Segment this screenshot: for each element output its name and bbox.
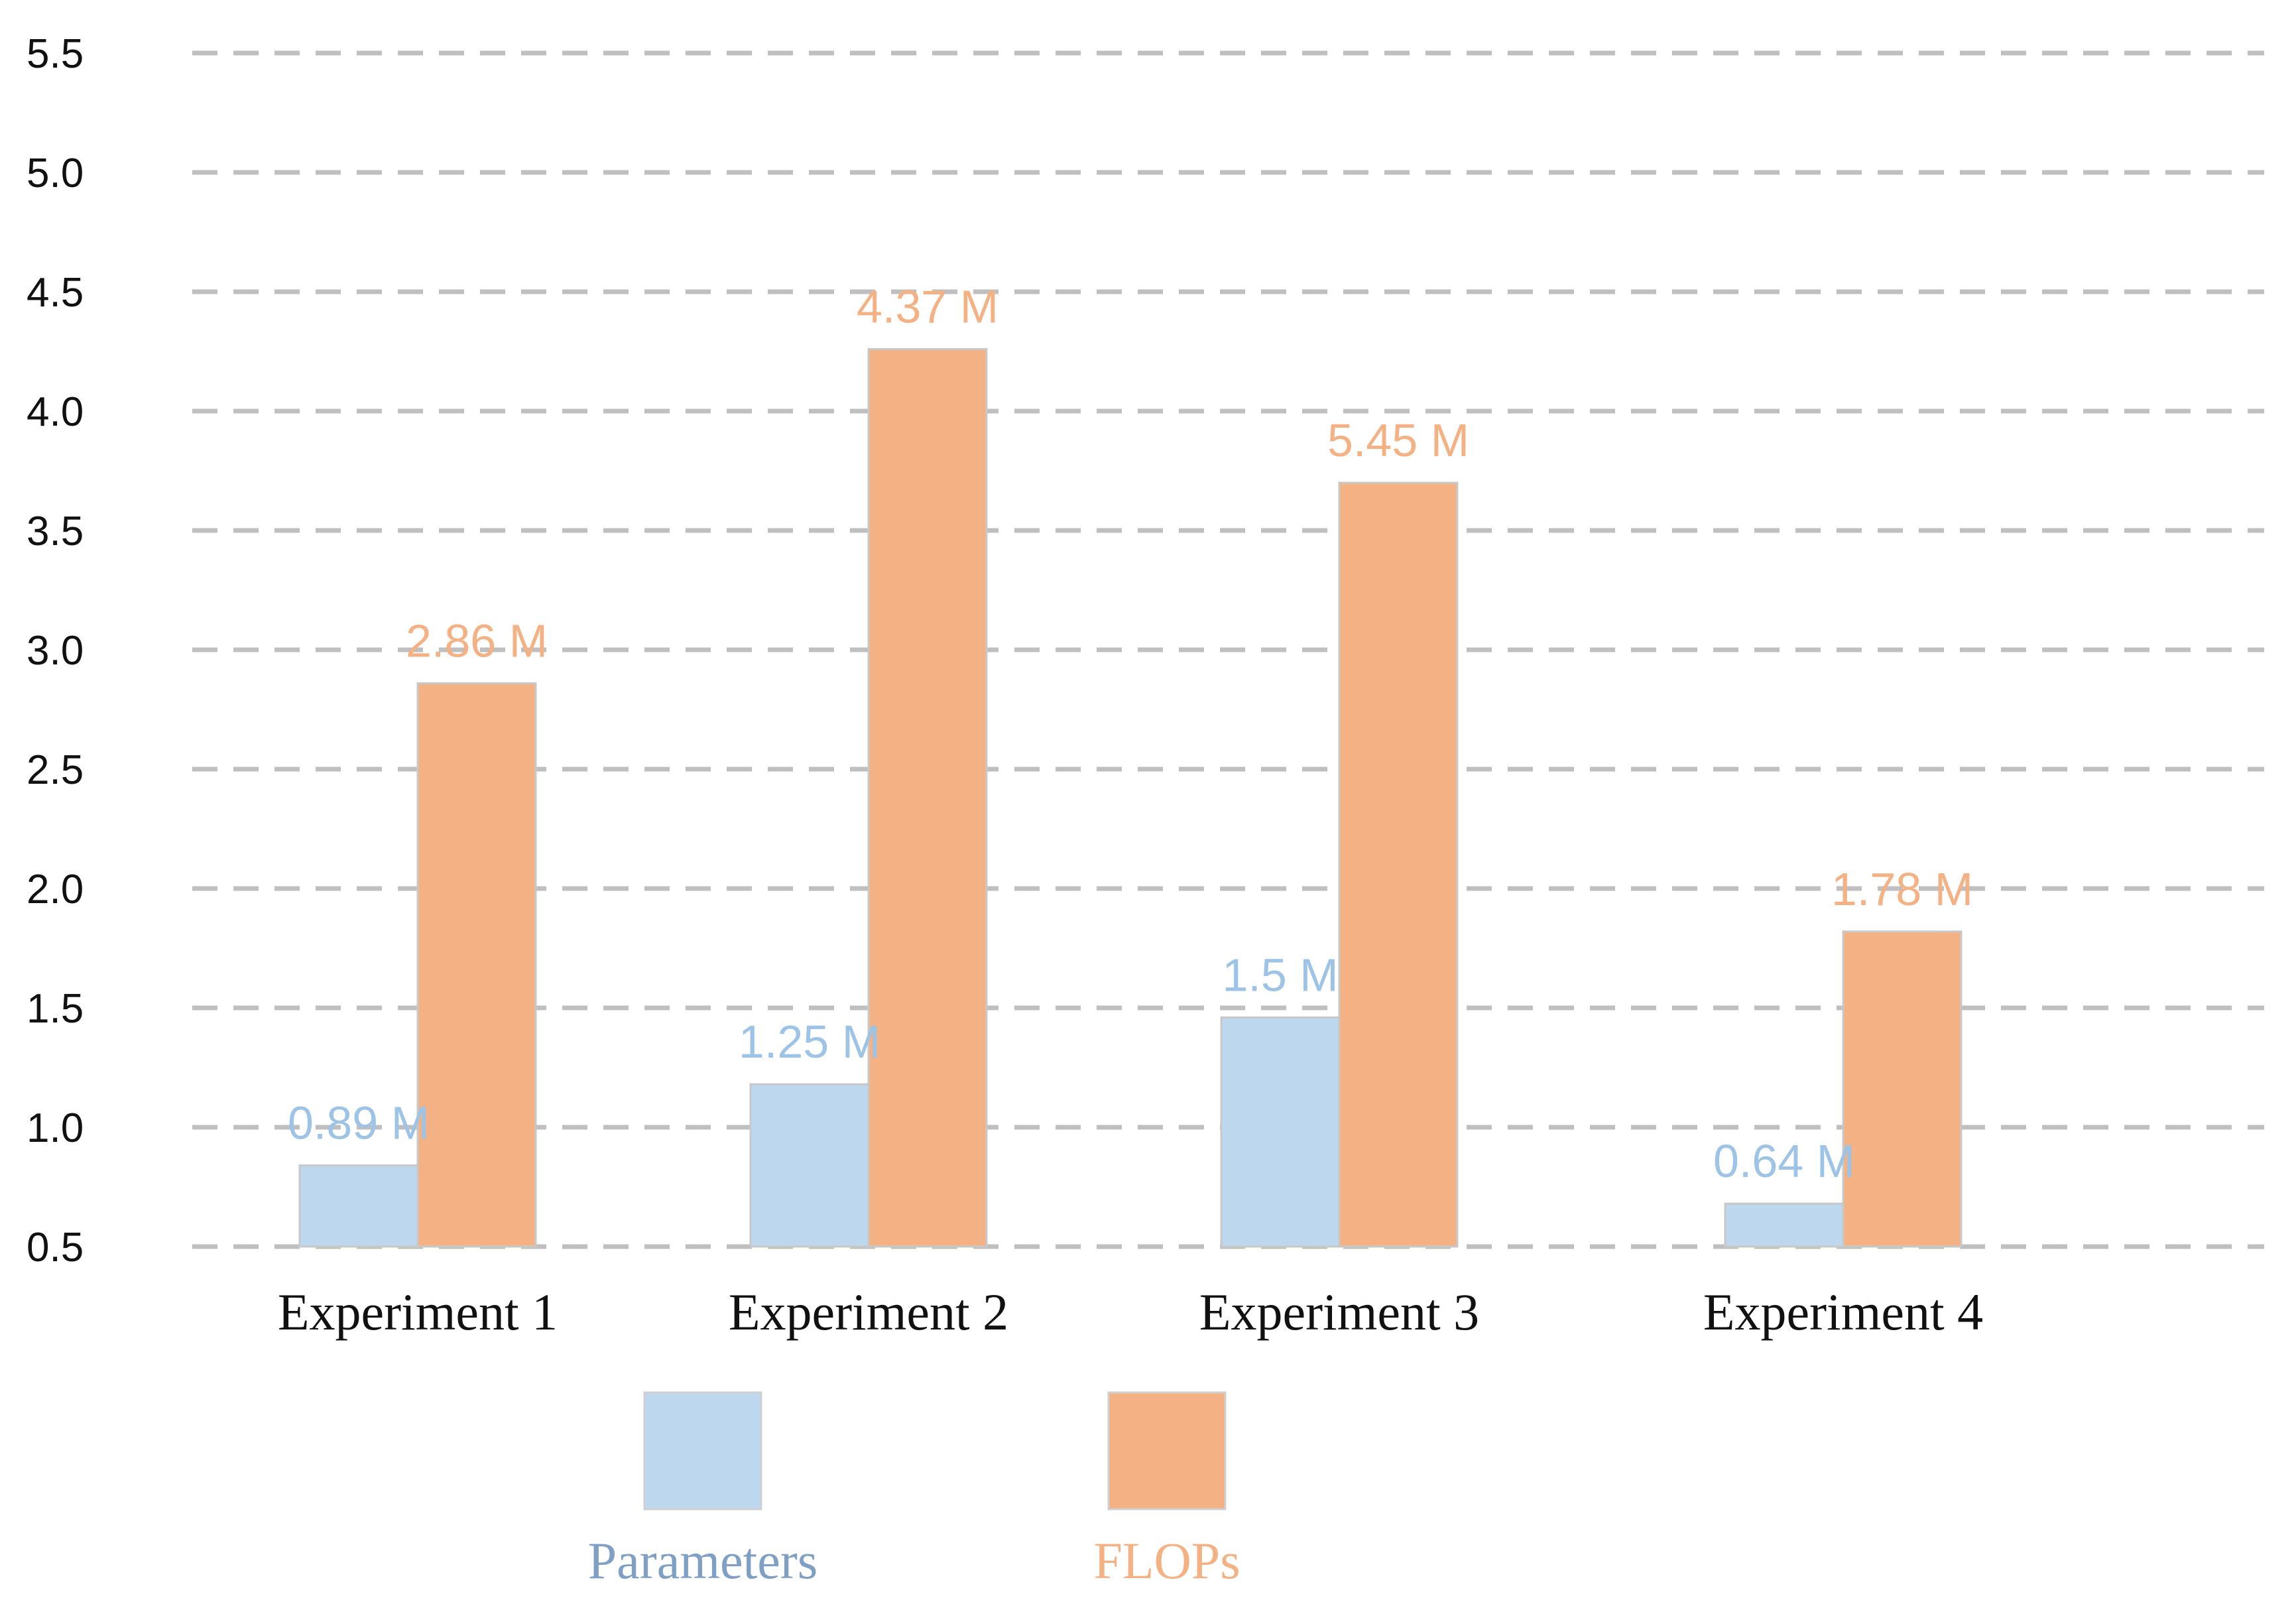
y-tick-label: 2.5	[27, 747, 84, 793]
bar-parameters	[1724, 1202, 1844, 1248]
legend-swatch-parameters	[643, 1391, 762, 1511]
legend-swatch-flops	[1107, 1391, 1227, 1511]
data-label-flops: 2.86 M	[406, 615, 548, 666]
y-tick-label: 1.0	[27, 1105, 84, 1151]
y-tick-label: 3.0	[27, 628, 84, 674]
y-tick-label: 5.5	[27, 31, 84, 77]
data-label-flops: 4.37 M	[857, 280, 998, 332]
x-category-label: Experiment 1	[278, 1283, 558, 1341]
data-label-parameters: 1.5 M	[1222, 949, 1338, 1001]
bar-parameters	[1220, 1016, 1341, 1248]
data-label-parameters: 1.25 M	[739, 1016, 880, 1068]
data-label-parameters: 0.64 M	[1713, 1135, 1855, 1187]
y-tick-label: 0.5	[27, 1225, 84, 1270]
x-category-label: Experiment 3	[1199, 1283, 1479, 1341]
x-category-label: Experiment 4	[1703, 1283, 1983, 1341]
y-tick-label: 1.5	[27, 986, 84, 1032]
data-label-parameters: 0.89 M	[288, 1097, 430, 1149]
legend-label-flops: FLOPs	[1093, 1532, 1240, 1589]
bar-parameters	[298, 1164, 419, 1248]
y-tick-label: 2.0	[27, 867, 84, 912]
bar-flops	[1338, 481, 1459, 1248]
y-tick-label: 4.5	[27, 270, 84, 316]
bar-flops	[867, 347, 988, 1248]
bar-flops	[1842, 930, 1963, 1248]
bar-parameters	[749, 1083, 870, 1248]
y-tick-label: 4.0	[27, 389, 84, 435]
data-label-flops: 5.45 M	[1327, 414, 1469, 466]
y-tick-label: 3.5	[27, 509, 84, 554]
bar-flops	[416, 682, 537, 1248]
data-label-flops: 1.78 M	[1831, 863, 1973, 915]
x-category-label: Experiment 2	[729, 1283, 1008, 1341]
legend-label-parameters: Parameters	[588, 1532, 818, 1589]
y-tick-label: 5.0	[27, 151, 84, 196]
